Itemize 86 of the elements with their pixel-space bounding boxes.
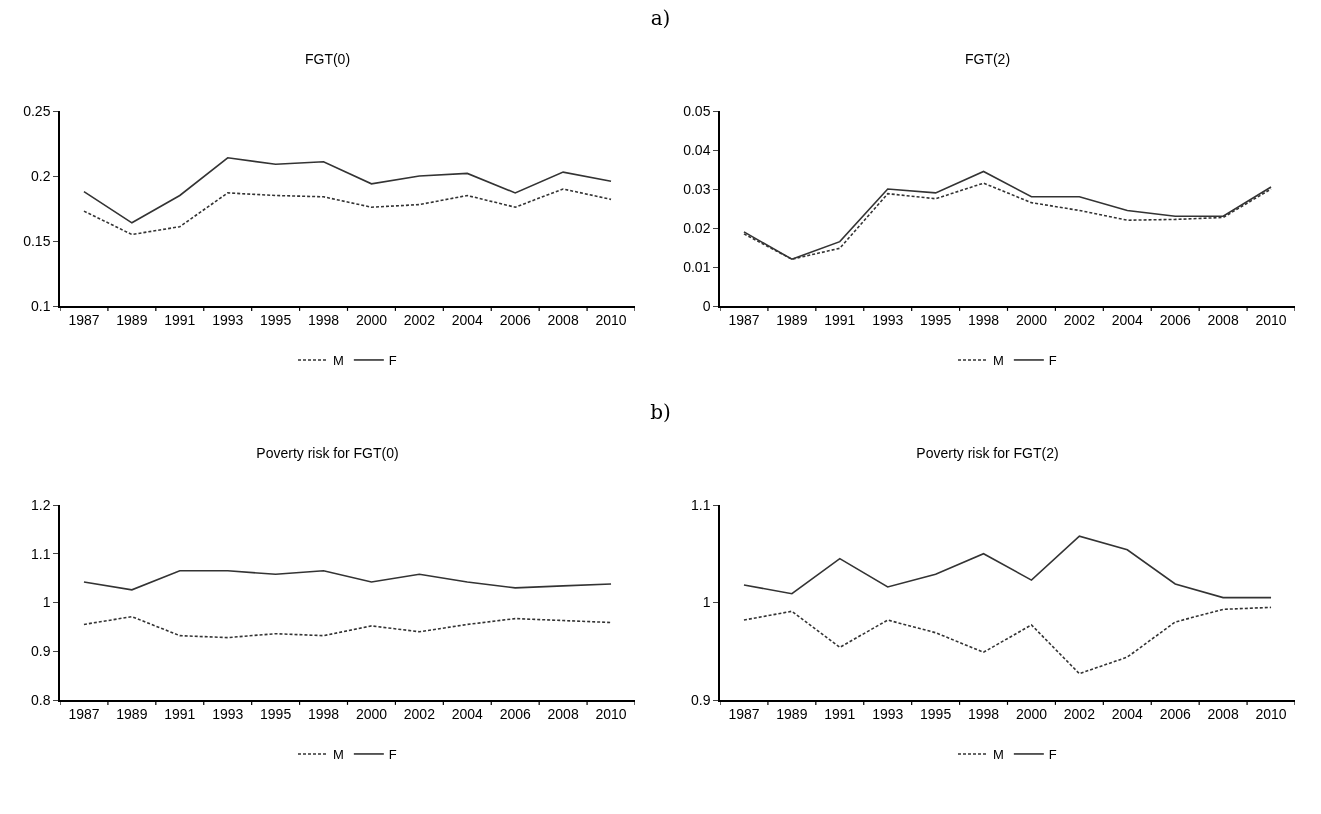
x-tick-label: 1989 — [776, 311, 808, 328]
line-series — [83, 570, 612, 591]
x-tick-label: 2006 — [499, 311, 531, 328]
legend-label: M — [993, 747, 1004, 763]
x-tick-label: 1993 — [212, 705, 244, 722]
legend-label: M — [333, 747, 344, 763]
y-tick-label: 0.9 — [30, 643, 51, 660]
x-tick-label: 2006 — [1159, 705, 1191, 722]
x-tick-label: 2004 — [1111, 311, 1144, 328]
x-tick-label: 2008 — [1207, 311, 1239, 328]
y-tick-label: 0 — [702, 297, 711, 314]
line-series — [83, 188, 612, 236]
x-tick-label: 1987 — [68, 311, 100, 328]
y-tick-label: 0.03 — [683, 180, 711, 197]
y-tick-label: 0.15 — [23, 232, 51, 249]
y-tick-label: 0.9 — [690, 691, 711, 708]
y-tick-label: 1.2 — [30, 496, 51, 513]
line-series — [743, 606, 1272, 675]
x-tick-label: 2006 — [1159, 311, 1191, 328]
x-tick-label: 1998 — [307, 311, 340, 328]
text: a) — [649, 5, 672, 32]
x-tick-label: 1987 — [68, 705, 100, 722]
y-tick-label: 1 — [42, 594, 51, 611]
line-series — [743, 535, 1272, 599]
x-tick-label: 1998 — [967, 705, 1000, 722]
x-tick-label: 1991 — [824, 311, 856, 328]
x-tick-label: 2002 — [1063, 705, 1096, 722]
x-tick-label: 2010 — [1255, 311, 1287, 328]
legend-label: F — [388, 353, 397, 369]
x-tick-label: 2000 — [1015, 311, 1048, 328]
x-tick-label: 1993 — [872, 311, 904, 328]
line-series — [83, 157, 612, 224]
chart-title: FGT(0) — [304, 50, 351, 67]
x-tick-label: 2008 — [1207, 705, 1239, 722]
y-tick-label: 0.2 — [30, 167, 51, 184]
y-tick-label: 0.05 — [683, 102, 711, 119]
line-series — [83, 615, 612, 639]
y-tick-label: 1 — [702, 594, 711, 611]
x-tick-label: 1998 — [967, 311, 1000, 328]
legend-label: F — [1048, 353, 1057, 369]
x-tick-label: 2004 — [451, 705, 484, 722]
x-tick-label: 2004 — [1111, 705, 1144, 722]
x-tick-label: 1987 — [728, 311, 760, 328]
x-tick-label: 2010 — [595, 705, 627, 722]
x-tick-label: 1991 — [164, 311, 196, 328]
x-tick-label: 2008 — [547, 705, 579, 722]
x-tick-label: 2006 — [499, 705, 531, 722]
legend-label: M — [993, 353, 1004, 369]
legend-label: F — [388, 747, 397, 763]
x-tick-label: 1989 — [116, 311, 148, 328]
y-tick-label: 0.1 — [30, 297, 51, 314]
x-tick-label: 1987 — [728, 705, 760, 722]
x-tick-label: 1995 — [920, 311, 952, 328]
legend-label: M — [333, 353, 344, 369]
x-tick-label: 1991 — [824, 705, 856, 722]
x-tick-label: 2002 — [403, 705, 436, 722]
x-tick-label: 1993 — [212, 311, 244, 328]
x-tick-label: 2010 — [1255, 705, 1287, 722]
y-tick-label: 1.1 — [690, 496, 711, 513]
x-tick-label: 1995 — [260, 311, 292, 328]
text: b) — [649, 399, 672, 426]
x-tick-label: 1991 — [164, 705, 196, 722]
y-tick-label: 1.1 — [30, 545, 51, 562]
x-tick-label: 1995 — [260, 705, 292, 722]
y-tick-label: 0.01 — [683, 258, 711, 275]
chart-title: Poverty risk for FGT(0) — [256, 444, 399, 461]
legend-label: F — [1048, 747, 1057, 763]
x-tick-label: 2000 — [1015, 705, 1048, 722]
chart-title: Poverty risk for FGT(2) — [916, 444, 1059, 461]
x-tick-label: 1993 — [872, 705, 904, 722]
y-tick-label: 0.04 — [683, 141, 711, 158]
x-tick-label: 2008 — [547, 311, 579, 328]
y-tick-label: 0.02 — [683, 219, 711, 236]
x-tick-label: 1995 — [920, 705, 952, 722]
x-tick-label: 1998 — [307, 705, 340, 722]
x-tick-label: 2002 — [403, 311, 436, 328]
x-tick-label: 2000 — [355, 311, 388, 328]
x-tick-label: 1989 — [776, 705, 808, 722]
chart-title: FGT(2) — [964, 50, 1011, 67]
x-tick-label: 2004 — [451, 311, 484, 328]
x-tick-label: 2002 — [1063, 311, 1096, 328]
y-tick-label: 0.25 — [23, 102, 51, 119]
y-tick-label: 0.8 — [30, 691, 51, 708]
x-tick-label: 2000 — [355, 705, 388, 722]
x-tick-label: 1989 — [116, 705, 148, 722]
x-tick-label: 2010 — [595, 311, 627, 328]
